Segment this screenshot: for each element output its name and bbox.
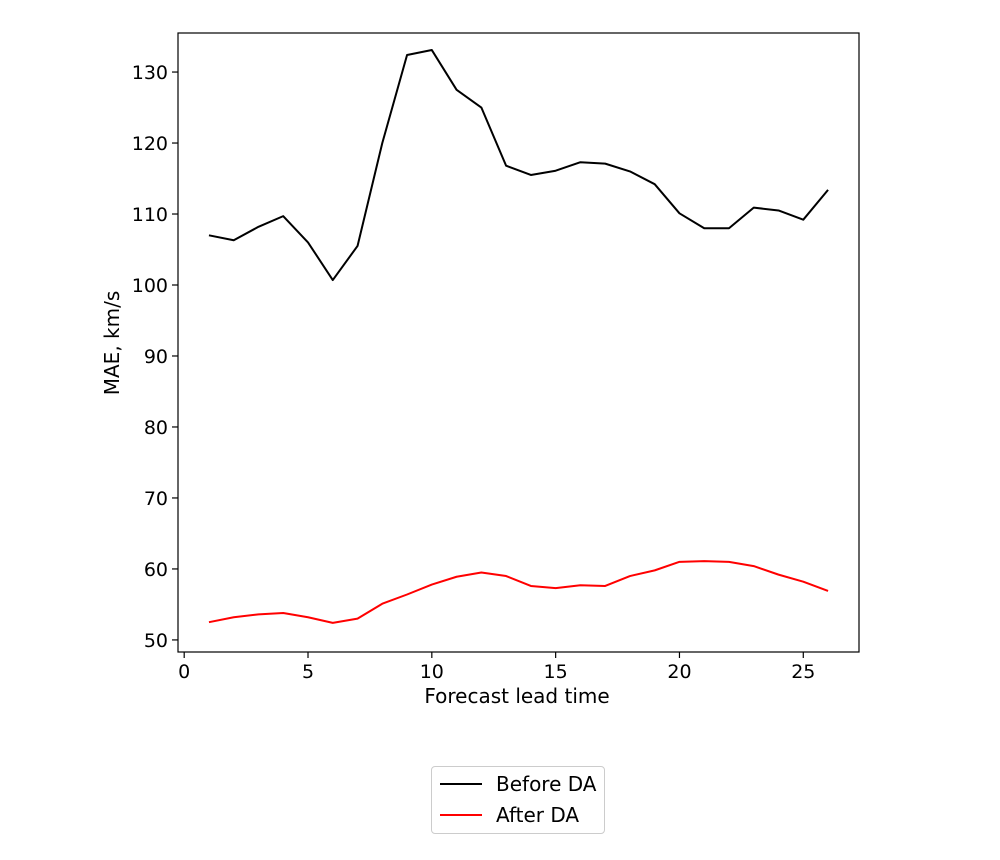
legend-label-after-da: After DA — [496, 803, 580, 827]
y-tick-label: 60 — [144, 559, 168, 581]
x-tick-label: 20 — [667, 661, 691, 683]
x-tick-label: 10 — [420, 661, 444, 683]
y-tick-label: 130 — [132, 62, 168, 84]
legend: Before DA After DA — [431, 766, 605, 834]
x-tick-label: 0 — [178, 661, 190, 683]
x-tick-label: 25 — [791, 661, 815, 683]
x-tick-label: 5 — [302, 661, 314, 683]
x-axis-label: Forecast lead time — [424, 684, 609, 708]
y-tick-label: 120 — [132, 133, 168, 155]
legend-label-before-da: Before DA — [496, 772, 597, 796]
y-tick-label: 100 — [132, 275, 168, 297]
legend-item-after-da: After DA — [440, 802, 579, 828]
legend-swatch-before-da — [440, 783, 482, 785]
y-tick-label: 50 — [144, 630, 168, 652]
x-axis-ticks: 0 5 10 15 20 25 — [178, 652, 815, 683]
legend-item-before-da: Before DA — [440, 771, 596, 797]
y-tick-label: 70 — [144, 488, 168, 510]
series-line-before-da — [208, 49, 829, 282]
x-tick-label: 15 — [544, 661, 568, 683]
plot-area — [177, 32, 860, 653]
plot-frame — [177, 32, 860, 653]
legend-swatch-after-da — [440, 814, 482, 816]
y-axis-ticks: 50 60 70 80 90 100 110 120 130 — [132, 62, 178, 652]
series-line-after-da — [208, 560, 829, 624]
series-layer — [208, 49, 829, 624]
y-tick-label: 110 — [132, 204, 168, 226]
y-tick-label: 80 — [144, 417, 168, 439]
y-tick-label: 90 — [144, 346, 168, 368]
y-axis-label: MAE, km/s — [100, 291, 124, 396]
